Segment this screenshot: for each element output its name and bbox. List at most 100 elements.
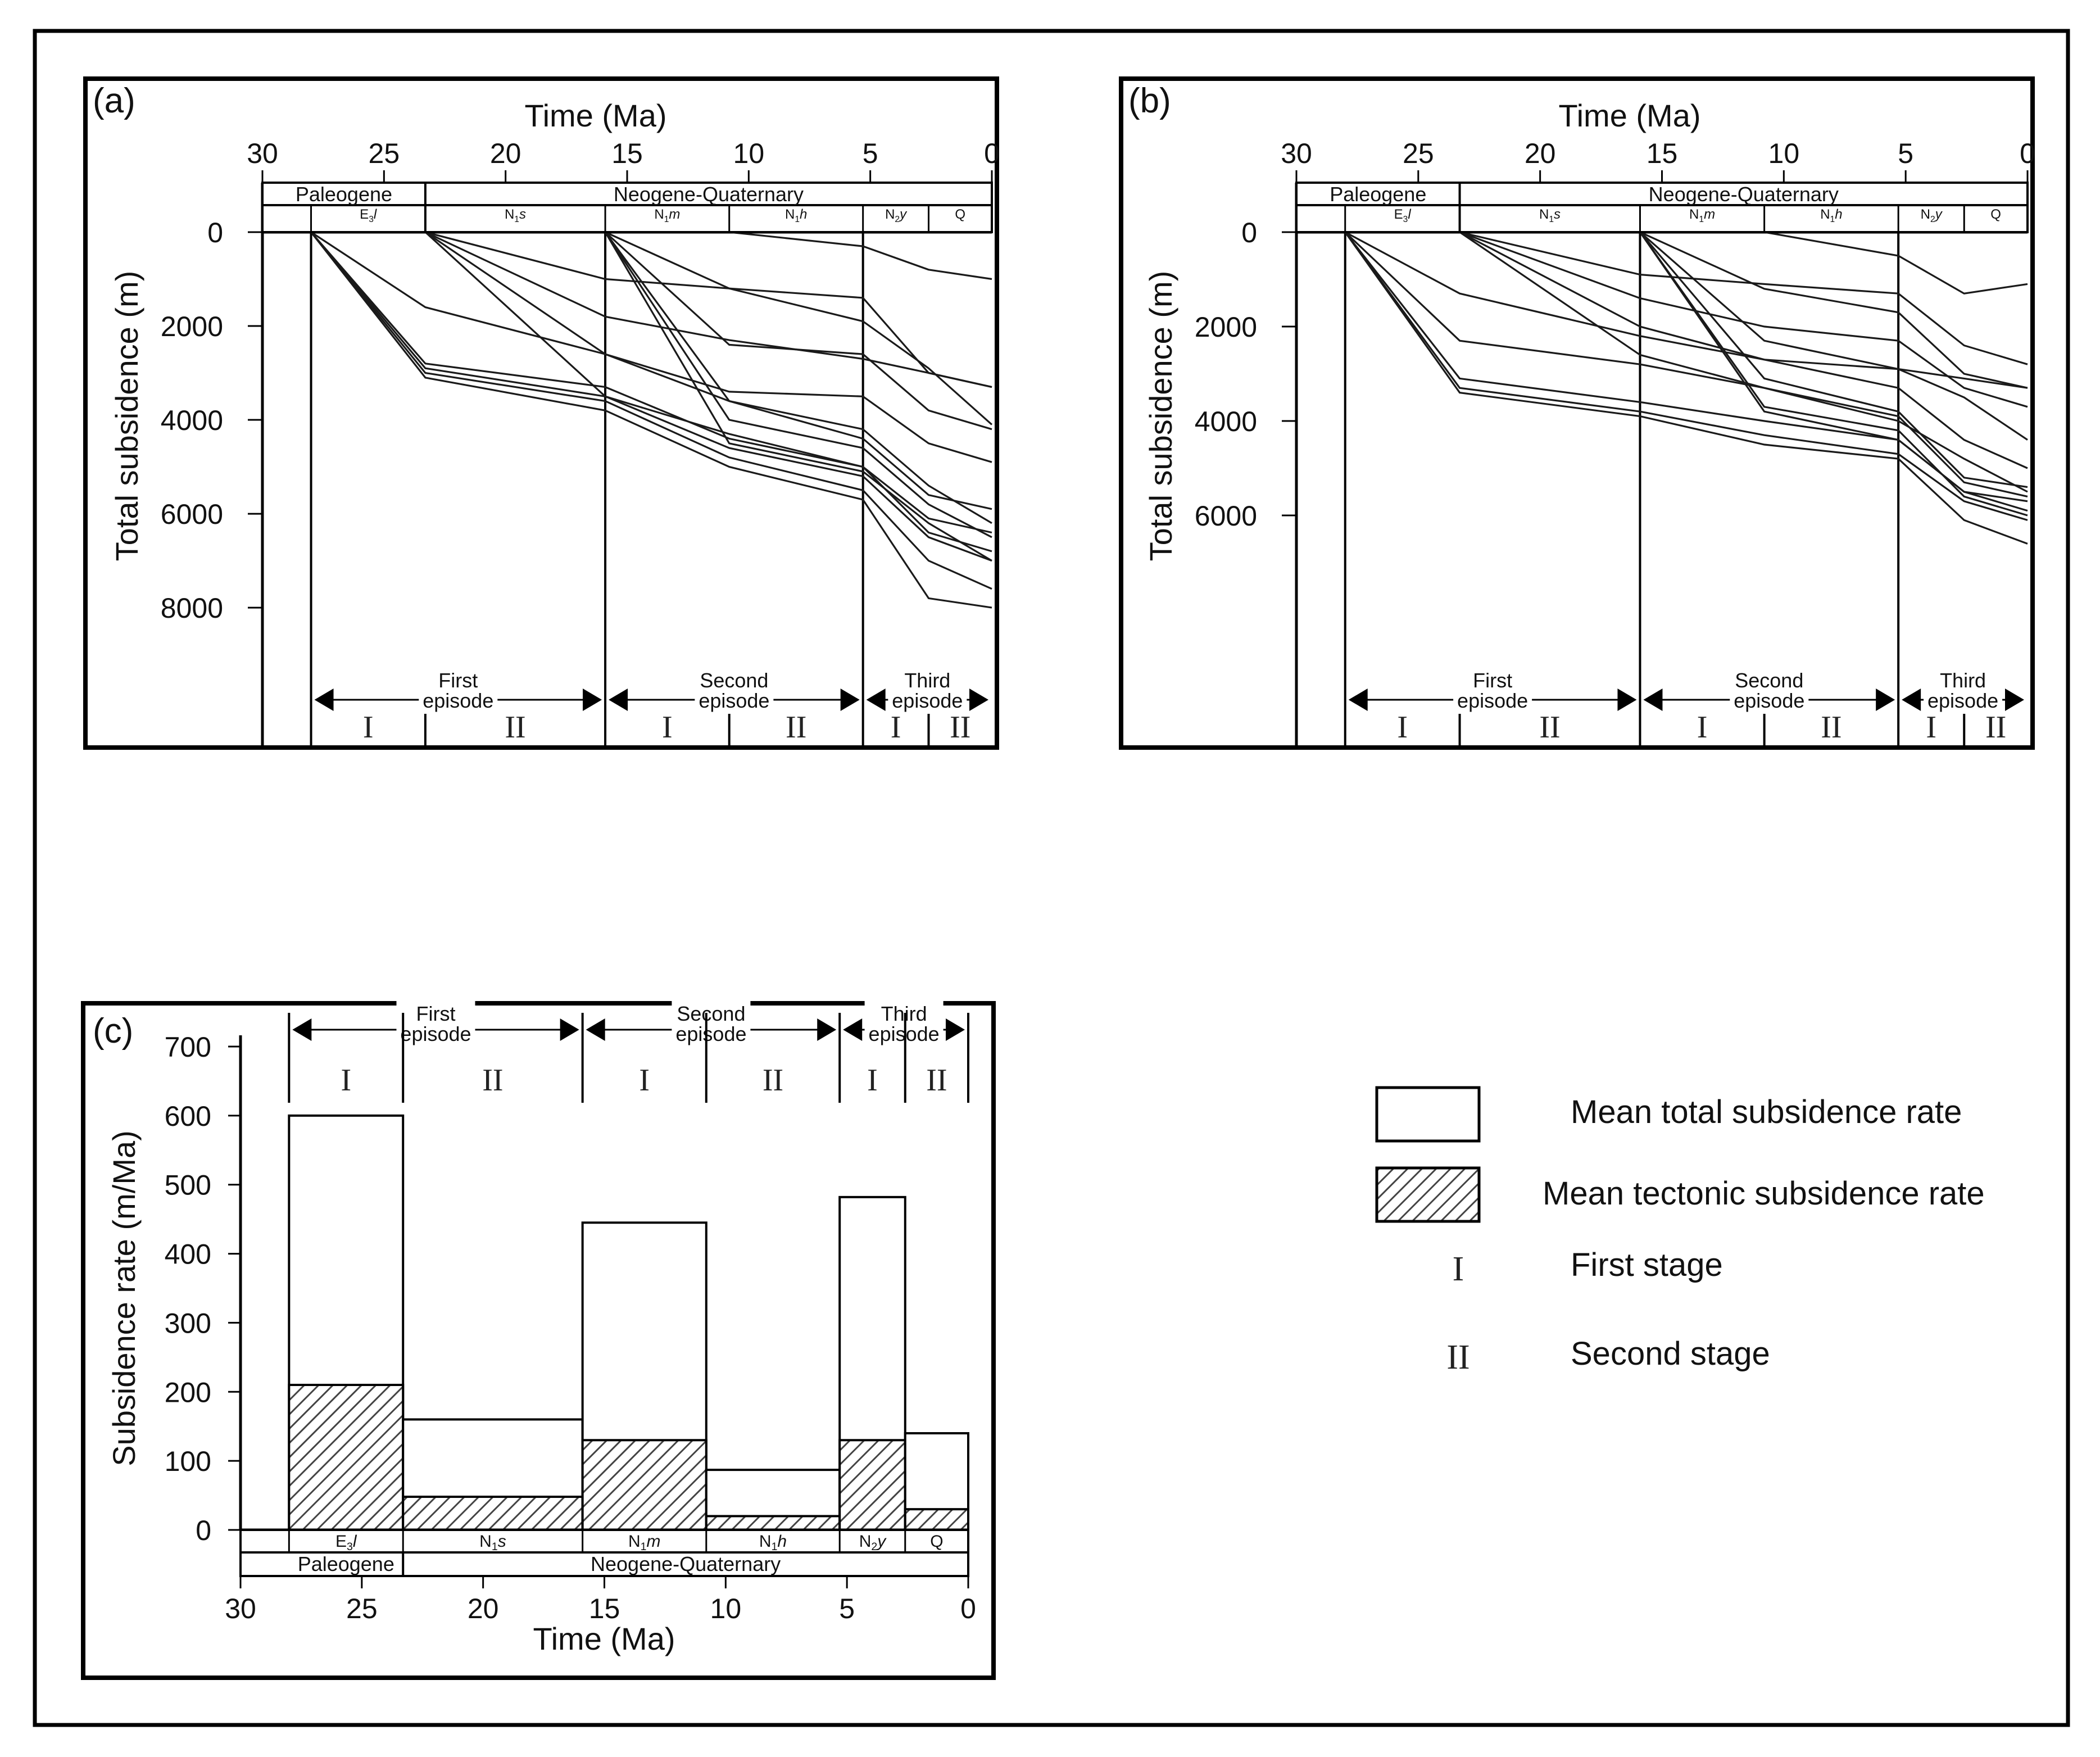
stage-label: II	[926, 1063, 947, 1098]
legend-stage2-symbol: II	[1446, 1338, 1469, 1376]
x-tick-label: 10	[733, 138, 765, 169]
y-tick-label: 4000	[161, 405, 223, 436]
formation-label: N1m	[1689, 207, 1715, 224]
episode-label-line2: episode	[699, 689, 769, 712]
subsidence-curve	[310, 231, 992, 534]
episode-label-bg	[396, 1000, 475, 1045]
episode-label-line2: episode	[1734, 689, 1804, 712]
episode-label-line1: Third	[904, 669, 950, 692]
stage-label: I	[639, 1063, 650, 1098]
subsidence-curve	[425, 231, 992, 463]
legend-stage1-label: First stage	[1571, 1247, 1723, 1283]
subsidence-curve	[310, 231, 992, 562]
x-tick-label: 15	[1647, 138, 1678, 169]
subsidence-curve	[424, 231, 992, 553]
episode-arrow-head-right	[1617, 689, 1637, 711]
panel-b-label: (b)	[1128, 81, 1171, 120]
panel-a-label: (a)	[93, 81, 135, 120]
formation-label: N1m	[628, 1532, 661, 1553]
outer-frame	[33, 29, 2070, 1727]
episode-arrow-head-right	[1876, 689, 1895, 711]
stage-label: II	[763, 1063, 783, 1098]
stratigraphy-band	[261, 182, 993, 233]
stage-label: I	[1397, 710, 1408, 745]
stage-label: II	[786, 710, 806, 745]
period-label: Paleogene	[298, 1552, 394, 1575]
bar-tectonic-rate	[705, 1515, 841, 1531]
episode-arrow-head-left	[843, 1018, 863, 1041]
episode-label-line1: Third	[881, 1002, 927, 1025]
episode-label-bg	[864, 1000, 944, 1045]
stage-label: II	[950, 710, 970, 745]
stage-label: I	[662, 710, 673, 745]
y-tick-label: 2000	[161, 311, 223, 342]
episode-arrow-head-right	[583, 689, 602, 711]
episode-label-line1: Third	[1940, 669, 1986, 692]
bar-tectonic-rate	[581, 1439, 707, 1531]
episode-label-bg	[419, 667, 498, 712]
panel-a-frame	[83, 76, 999, 750]
x-tick-label: 10	[1768, 138, 1800, 169]
episode-label-bg	[672, 1000, 751, 1045]
x-tick-label: 30	[1281, 138, 1312, 169]
y-tick-label: 400	[165, 1239, 211, 1270]
episode-arrow-head-left	[1643, 689, 1663, 711]
formation-label: N1s	[1539, 207, 1561, 224]
x-tick-label: 5	[839, 1593, 855, 1624]
episode-arrow-head-right	[817, 1018, 837, 1041]
episode-label-bg	[1730, 667, 1809, 712]
legend-stage1-symbol: I	[1453, 1250, 1464, 1288]
stage-label: I	[341, 1063, 351, 1098]
episode-label-line1: First	[1473, 669, 1512, 692]
episode-label-line2: episode	[892, 689, 963, 712]
episode-arrow-head-right	[946, 1018, 965, 1041]
legend-total-swatch	[1375, 1086, 1481, 1143]
formation-label: N1s	[479, 1532, 506, 1553]
period-label: Neogene-Quaternary	[591, 1552, 781, 1575]
x-tick-label: 30	[225, 1593, 256, 1624]
panel-b-time-title: Time (Ma)	[1558, 98, 1700, 133]
episode-label-line1: First	[438, 669, 478, 692]
stratigraphy-band	[1295, 182, 2029, 233]
panel-b-y-axis-title: Total subsidence (m)	[1143, 271, 1178, 561]
panel-c-label: (c)	[93, 1012, 133, 1050]
panel-b-frame	[1119, 76, 2035, 750]
legend-tectonic-swatch	[1375, 1166, 1481, 1223]
episode-label-line2: episode	[869, 1022, 940, 1045]
formation-label: Q	[930, 1532, 943, 1551]
panel-a-chart: (a) Time (Ma) Total subsidence (m) 30 25 2…	[83, 76, 1000, 750]
x-tick-label: 0	[2020, 138, 2035, 169]
stage-label: I	[891, 710, 901, 745]
episode-label-line2: episode	[400, 1022, 471, 1045]
panel-c-frame	[81, 1001, 996, 1680]
stage-label: II	[1985, 710, 2006, 745]
y-tick-label: 600	[165, 1101, 211, 1132]
period-label: Neogene-Quaternary	[614, 183, 804, 206]
formation-label: Q	[1990, 207, 2001, 222]
period-label: Paleogene	[296, 183, 392, 206]
bar-tectonic-rate	[402, 1496, 584, 1531]
panel-c-x-axis-title: Time (Ma)	[533, 1621, 675, 1656]
subsidence-curve	[310, 231, 992, 590]
x-tick-label: 20	[490, 138, 521, 169]
episode-label-bg	[695, 667, 774, 712]
episode-arrow-head-left	[314, 689, 334, 711]
episode-label-bg	[1924, 667, 2003, 712]
subsidence-curve	[604, 232, 992, 524]
subsidence-curve	[729, 231, 992, 280]
formation-label: N2y	[859, 1532, 887, 1553]
formation-label: E3l	[335, 1532, 357, 1553]
x-tick-label: 25	[346, 1593, 378, 1624]
episode-arrow-head-left	[292, 1018, 312, 1041]
x-tick-label: 25	[369, 138, 400, 169]
x-tick-label: 15	[589, 1593, 620, 1624]
legend-tectonic-label: Mean tectonic subsidence rate	[1543, 1175, 1985, 1212]
episode-arrow-head-left	[586, 1018, 605, 1041]
y-tick-label: 0	[1241, 217, 1257, 248]
x-tick-label: 30	[247, 138, 278, 169]
subsidence-curve	[605, 231, 993, 425]
period-label: Paleogene	[1330, 183, 1426, 206]
subsidence-curve	[1344, 232, 2028, 545]
y-tick-label: 4000	[1195, 406, 1257, 437]
subsidence-curve	[310, 232, 992, 609]
